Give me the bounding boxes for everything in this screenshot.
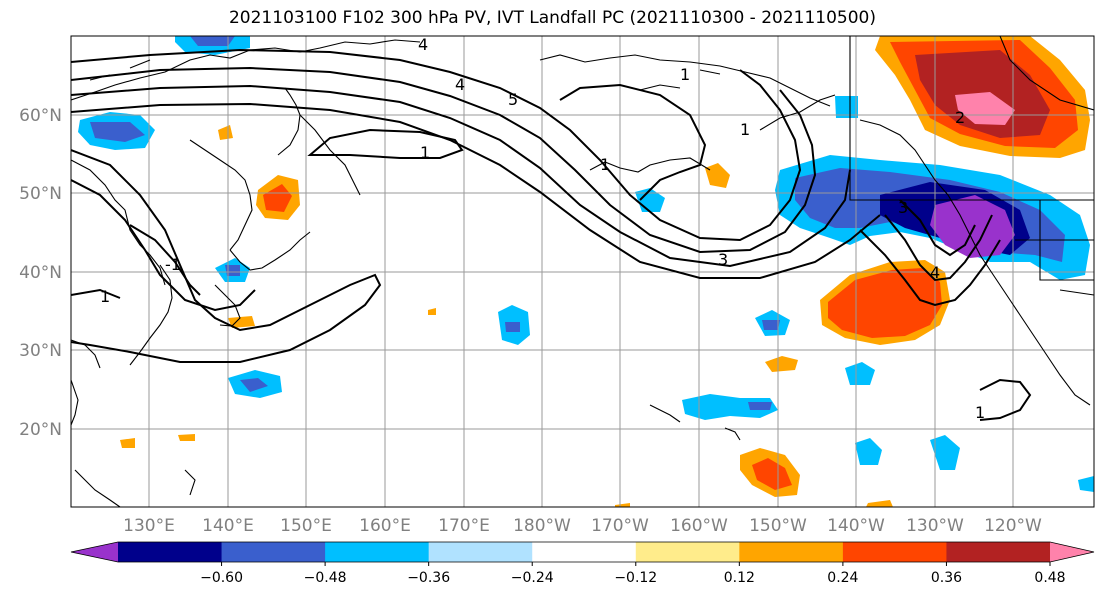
colorbar-tick-label: −0.24 [511, 570, 554, 586]
colorbar-extend-high [1050, 542, 1094, 562]
lon-label: 130°W [906, 516, 964, 536]
contour-label: 1 [740, 120, 750, 139]
lon-label: 150°E [280, 516, 332, 536]
contour-labels: 4 4 5 1 1 -1 3 3 4 1 1 2 1 1 [100, 35, 985, 422]
contour-label: 3 [718, 250, 728, 269]
contour-label: 3 [898, 198, 908, 217]
colorbar-segment [428, 542, 533, 562]
colorbar-tick-label: 0.36 [931, 570, 962, 586]
colorbar-tick-label: −0.12 [614, 570, 657, 586]
colorbar-extend-low [71, 542, 118, 562]
lon-label: 130°E [123, 516, 175, 536]
colorbar-tick-label: −0.60 [200, 570, 243, 586]
lat-label: 40°N [19, 263, 62, 283]
lon-label: 160°E [359, 516, 411, 536]
contour-label: 4 [455, 75, 465, 94]
contour-label: -1 [165, 255, 181, 274]
contour-label: 2 [955, 108, 965, 127]
contour-label: 5 [508, 90, 518, 109]
ivt-contours [71, 48, 1032, 421]
colorbar-segment [739, 542, 844, 562]
colorbar-segment [635, 542, 740, 562]
colorbar-tick-label: 0.12 [724, 570, 755, 586]
longitude-labels: 130°E 140°E 150°E 160°E 170°E 180°W 170°… [123, 516, 1042, 536]
contour-label: 4 [930, 263, 940, 282]
lon-label: 140°E [202, 516, 254, 536]
colorbar-segment [946, 542, 1051, 562]
lon-label: 180°W [513, 516, 571, 536]
contour-label: 1 [420, 143, 430, 162]
pv-shading [78, 36, 1094, 507]
lat-label: 50°N [19, 184, 62, 204]
lat-label: 20°N [19, 420, 62, 440]
colorbar-segment [532, 542, 637, 562]
contour-label: 1 [975, 403, 985, 422]
colorbar: −0.60 −0.48 −0.36 −0.24 −0.12 0.12 0.24 0.36 0.4… [70, 541, 1095, 586]
lon-label: 170°W [591, 516, 649, 536]
colorbar-segment [221, 542, 326, 562]
map-title: 2021103100 F102 300 hPa PV, IVT Landfall… [228, 8, 876, 28]
latitude-labels: 60°N 50°N 40°N 30°N 20°N [19, 106, 62, 440]
colorbar-segment [325, 542, 430, 562]
lon-label: 140°W [827, 516, 885, 536]
colorbar-tick-label: −0.36 [407, 570, 450, 586]
lon-label: 170°E [438, 516, 490, 536]
colorbar-segment [842, 542, 947, 562]
contour-label: 1 [100, 287, 110, 306]
colorbar-tick-label: −0.48 [304, 570, 347, 586]
lat-label: 60°N [19, 106, 62, 126]
map-frame [70, 35, 1095, 508]
colorbar-segment [118, 542, 223, 562]
lon-label: 120°W [984, 516, 1042, 536]
map-gridlines [71, 36, 1094, 507]
contour-label: 4 [418, 35, 428, 54]
colorbar-tick-label: 0.48 [1034, 570, 1065, 586]
colorbar-tick-label: 0.24 [827, 570, 858, 586]
coastlines [71, 36, 1094, 507]
colorbar-outline [70, 541, 1095, 563]
contour-label: 1 [600, 155, 610, 174]
lat-label: 30°N [19, 341, 62, 361]
lon-label: 160°W [670, 516, 728, 536]
lon-label: 150°W [749, 516, 807, 536]
contour-label: 1 [680, 65, 690, 84]
